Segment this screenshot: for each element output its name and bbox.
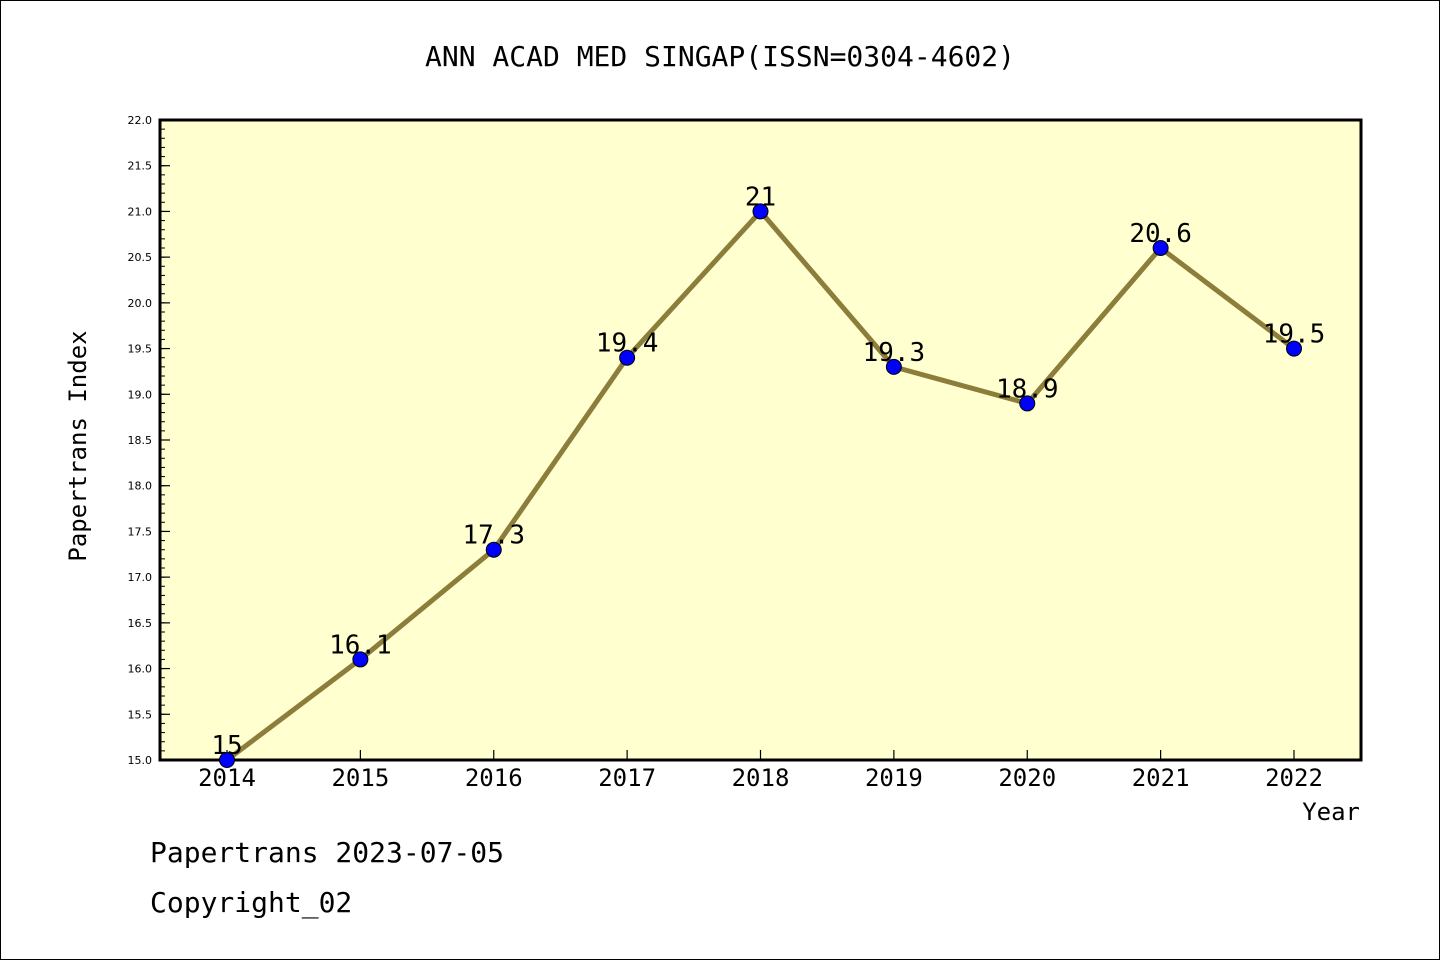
y-axis: 15.0 15.5 16.0 16.5 17.0 17.5 18.0 18.5 19.0 19.5… — [128, 114, 170, 767]
data-label: 16.1 — [329, 630, 392, 660]
y-tick-label: 15.5 — [128, 708, 153, 721]
y-tick-label: 18.5 — [128, 434, 153, 447]
y-tick-label: 20.0 — [128, 297, 153, 310]
footer-copyright: Copyright_02 — [150, 886, 353, 919]
data-point — [619, 349, 636, 366]
x-tick-label: 2016 — [465, 764, 523, 792]
data-labels: 15 16.1 17.3 19.4 21 19.3 18.9 20.6 19.5 — [211, 182, 1325, 761]
y-tick-label: 20.5 — [128, 251, 153, 264]
y-tick-label: 15.0 — [128, 754, 153, 767]
x-tick-label: 2020 — [998, 764, 1056, 792]
x-tick-label: 2017 — [598, 764, 656, 792]
data-label: 19.3 — [863, 338, 926, 368]
y-tick-label: 16.5 — [128, 617, 153, 630]
y-axis-label: Papertrans Index — [64, 330, 92, 561]
data-label: 19.5 — [1263, 320, 1326, 350]
x-tick-label: 2014 — [198, 764, 256, 792]
data-point — [752, 203, 769, 220]
data-point — [885, 358, 902, 375]
x-axis-label: Year — [1302, 798, 1360, 826]
data-point — [352, 651, 369, 668]
data-label: 19.4 — [596, 329, 659, 359]
data-point — [485, 541, 502, 558]
footer-date: Papertrans 2023-07-05 — [150, 836, 505, 869]
data-label: 18.9 — [996, 374, 1059, 404]
y-tick-label: 21.0 — [128, 205, 153, 218]
data-point — [1019, 395, 1036, 412]
data-label: 20.6 — [1129, 219, 1192, 249]
y-tick-label: 17.0 — [128, 571, 153, 584]
x-tick-label: 2015 — [331, 764, 389, 792]
y-tick-label: 18.0 — [128, 480, 153, 493]
y-tick-label: 19.5 — [128, 343, 153, 356]
x-tick-label: 2018 — [732, 764, 790, 792]
data-label: 15 — [211, 731, 242, 761]
x-axis: 2014 2015 2016 2017 2018 2019 2020 2021 2022 — [198, 750, 1323, 792]
chart-title: ANN ACAD MED SINGAP(ISSN=0304-4602) — [425, 40, 1015, 73]
y-tick-label: 17.5 — [128, 525, 153, 538]
data-point — [1286, 340, 1302, 357]
data-label: 21 — [745, 182, 776, 212]
data-label: 17.3 — [462, 521, 525, 551]
x-tick-label: 2019 — [865, 764, 923, 792]
y-tick-label: 21.5 — [128, 160, 153, 173]
data-markers — [219, 203, 1302, 768]
data-point — [1152, 240, 1169, 256]
x-tick-label: 2021 — [1132, 764, 1190, 792]
y-tick-label: 22.0 — [128, 114, 153, 127]
data-point — [219, 752, 235, 768]
y-tick-label: 19.0 — [128, 388, 153, 401]
y-tick-label: 16.0 — [128, 663, 153, 676]
x-tick-label: 2022 — [1265, 764, 1323, 792]
